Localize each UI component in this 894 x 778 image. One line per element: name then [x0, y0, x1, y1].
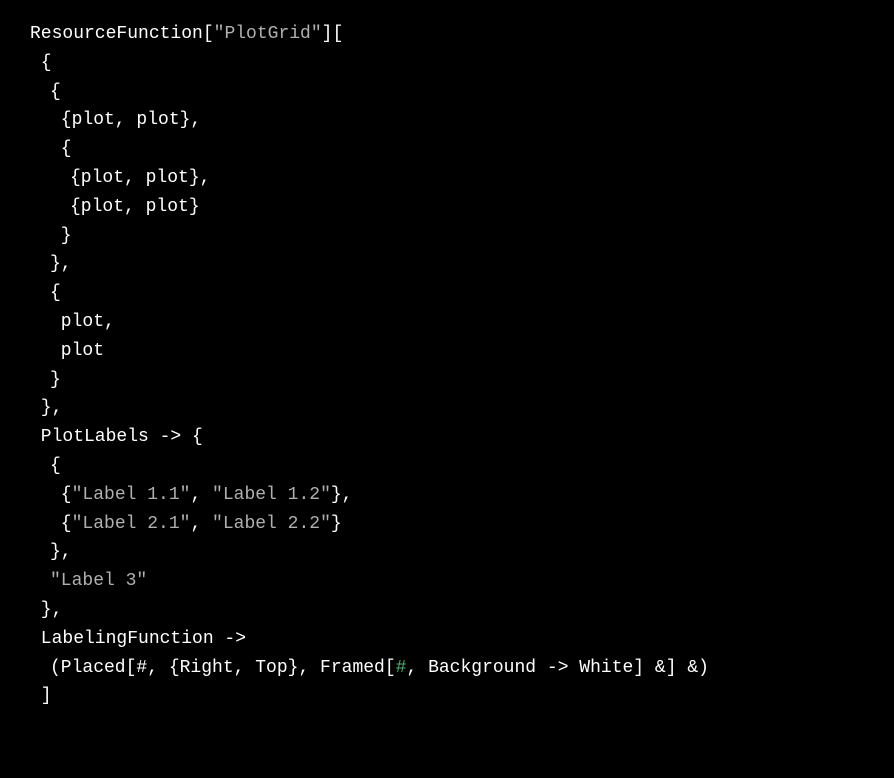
code-line: PlotLabels -> {: [30, 423, 864, 452]
code-line: {: [30, 78, 864, 107]
code-token: {plot, plot},: [70, 168, 210, 188]
code-token: }: [50, 226, 72, 246]
code-token: ]: [30, 686, 52, 706]
string-literal: "Label 1.1": [72, 485, 191, 505]
code-token: }: [331, 514, 342, 534]
slot-symbol: #: [396, 658, 407, 678]
code-line: plot,: [30, 308, 864, 337]
code-token: },: [30, 398, 62, 418]
code-token: PlotLabels -> {: [30, 427, 203, 447]
code-line: }: [30, 366, 864, 395]
string-literal: "Label 2.1": [72, 514, 191, 534]
code-line: {: [30, 452, 864, 481]
string-literal: "Label 2.2": [212, 514, 331, 534]
code-token: LabelingFunction ->: [30, 629, 246, 649]
code-token: {: [30, 53, 52, 73]
code-token: {: [50, 82, 61, 102]
code-line: },: [30, 250, 864, 279]
code-token: {: [50, 456, 61, 476]
string-literal: "Label 3": [50, 571, 147, 591]
code-token: }: [50, 370, 61, 390]
code-line: {plot, plot},: [30, 106, 864, 135]
code-line: {"Label 2.1", "Label 2.2"}: [30, 510, 864, 539]
code-line: plot: [30, 337, 864, 366]
code-block: ResourceFunction["PlotGrid"][ {{ {plot, …: [30, 20, 864, 711]
code-token: {: [50, 514, 72, 534]
code-line: (Placed[#, {Right, Top}, Framed[#, Backg…: [30, 654, 864, 683]
string-literal: "PlotGrid": [214, 24, 322, 44]
code-line: {: [30, 49, 864, 78]
code-token: ResourceFunction[: [30, 24, 214, 44]
code-line: ]: [30, 682, 864, 711]
code-token: (Placed[#, {Right, Top}, Framed[: [50, 658, 396, 678]
code-token: {: [50, 485, 72, 505]
code-line: {plot, plot}: [30, 193, 864, 222]
code-line: },: [30, 596, 864, 625]
code-line: {: [30, 279, 864, 308]
code-token: ][: [322, 24, 344, 44]
code-token: },: [50, 542, 72, 562]
code-token: ,: [190, 514, 212, 534]
code-line: {: [30, 135, 864, 164]
code-token: , Background -> White] &] &): [406, 658, 708, 678]
code-line: "Label 3": [30, 567, 864, 596]
code-token: ,: [190, 485, 212, 505]
code-line: }: [30, 222, 864, 251]
string-literal: "Label 1.2": [212, 485, 331, 505]
code-token: {plot, plot}: [70, 197, 200, 217]
code-token: },: [30, 600, 62, 620]
code-line: },: [30, 538, 864, 567]
code-token: plot: [50, 341, 104, 361]
code-line: ResourceFunction["PlotGrid"][: [30, 20, 864, 49]
code-line: LabelingFunction ->: [30, 625, 864, 654]
code-line: {plot, plot},: [30, 164, 864, 193]
code-token: },: [331, 485, 353, 505]
code-token: {plot, plot},: [50, 110, 201, 130]
code-token: {: [50, 283, 61, 303]
code-token: },: [50, 254, 72, 274]
code-line: },: [30, 394, 864, 423]
code-line: {"Label 1.1", "Label 1.2"},: [30, 481, 864, 510]
code-token: {: [50, 139, 72, 159]
code-token: plot,: [50, 312, 115, 332]
